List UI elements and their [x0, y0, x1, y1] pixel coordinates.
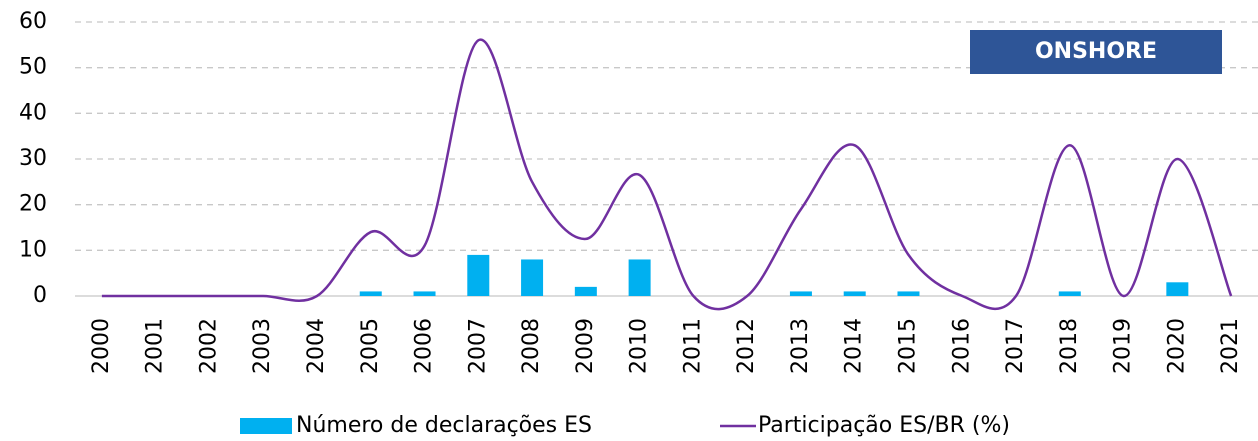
bar — [628, 259, 651, 296]
bar — [574, 286, 597, 296]
bar — [897, 291, 920, 296]
x-tick-label: 2018 — [1057, 318, 1082, 374]
x-tick-label: 2012 — [734, 318, 759, 374]
y-tick-label: 40 — [19, 100, 47, 125]
legend-label: Participação ES/BR (%) — [758, 413, 1010, 438]
x-tick-label: 2015 — [895, 318, 920, 374]
y-tick-label: 50 — [19, 55, 47, 80]
y-tick-label: 30 — [19, 146, 47, 171]
x-tick-label: 2004 — [304, 318, 329, 374]
bar — [467, 254, 490, 296]
x-tick-label: 2013 — [788, 318, 813, 374]
x-tick-label: 2007 — [465, 318, 490, 374]
x-tick-label: 2020 — [1164, 318, 1189, 374]
x-tick-label: 2019 — [1111, 318, 1136, 374]
x-tick-label: 2010 — [627, 318, 652, 374]
bar — [1058, 291, 1081, 296]
bar — [521, 259, 544, 296]
x-tick-label: 2008 — [519, 318, 544, 374]
line — [101, 38, 1233, 311]
bar — [843, 291, 866, 296]
x-tick-label: 2005 — [358, 318, 383, 374]
x-tick-label: 2016 — [949, 318, 974, 374]
bar — [1166, 282, 1189, 296]
y-tick-label: 60 — [19, 9, 47, 34]
x-tick-label: 2009 — [573, 318, 598, 374]
legend-swatch — [240, 418, 292, 434]
y-tick-label: 0 — [33, 283, 47, 308]
annotation: ONSHORE — [1035, 39, 1157, 64]
legend-label: Número de declarações ES — [296, 413, 592, 438]
x-tick-label: 2003 — [250, 318, 275, 374]
x-tick-label: 2002 — [196, 318, 221, 374]
x-tick-label: 2017 — [1003, 318, 1028, 374]
y-tick-label: 20 — [19, 192, 47, 217]
annotation-box — [970, 30, 1222, 74]
bar — [413, 291, 436, 296]
x-tick-label: 2001 — [143, 318, 168, 374]
bar — [359, 291, 382, 296]
x-tick-label: 2006 — [412, 318, 437, 374]
x-tick-label: 2021 — [1218, 318, 1243, 374]
y-tick-label: 10 — [19, 237, 47, 262]
x-tick-label: 2014 — [842, 318, 867, 374]
x-tick-label: 2011 — [680, 318, 705, 374]
bar — [789, 291, 812, 296]
x-tick-label: 2000 — [89, 318, 114, 374]
